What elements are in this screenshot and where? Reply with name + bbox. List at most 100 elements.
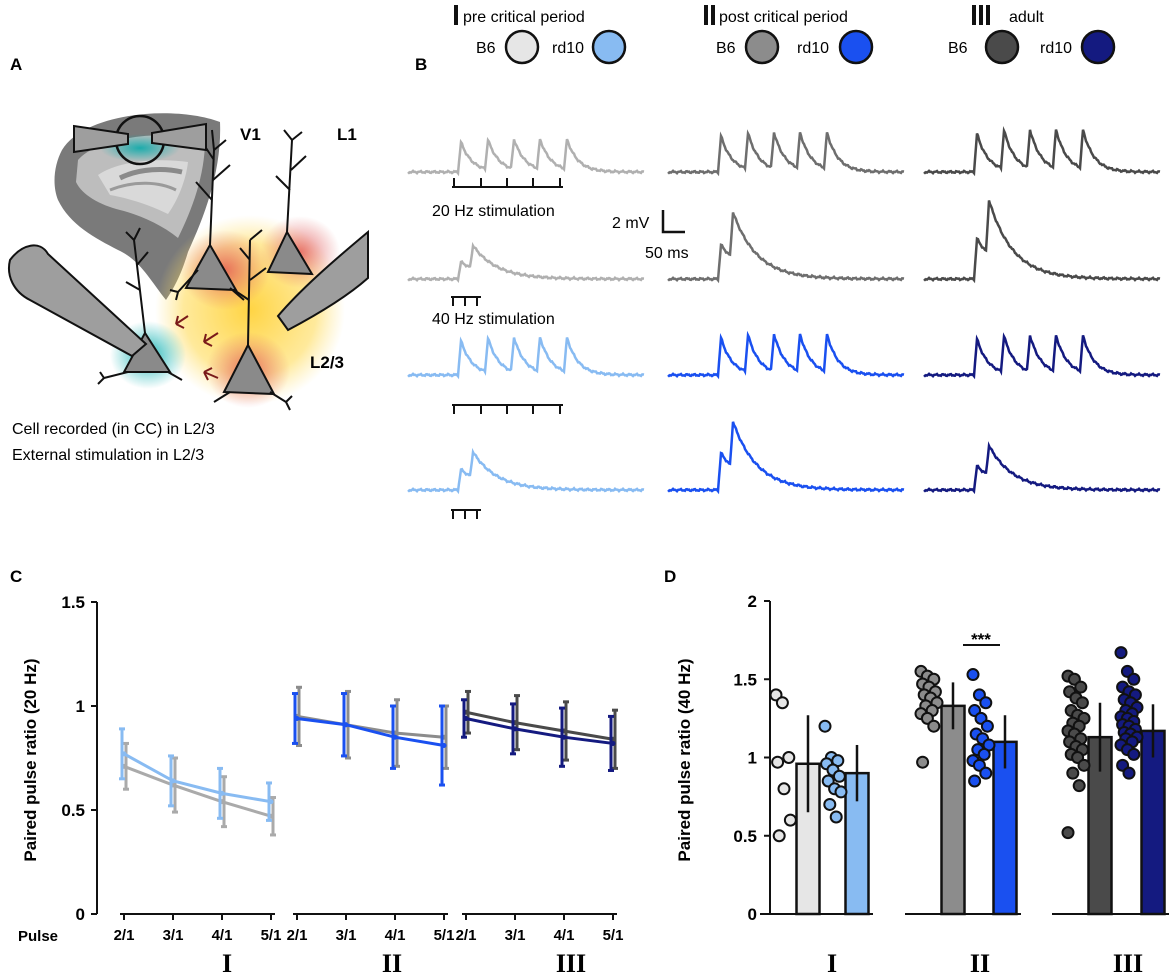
legend-numeral-bar <box>704 5 708 25</box>
data-point <box>1072 779 1086 793</box>
schematic: V1 L1 L2/3 Cell recorded (in CC) in L2/3… <box>8 113 369 464</box>
chart-c: 0 0.5 1 1.5 Paired pulse ratio (20 Hz) Puls… <box>18 593 623 976</box>
legend-rd10-swatch <box>591 29 627 65</box>
data-point <box>512 726 518 732</box>
data-point <box>1127 672 1141 686</box>
legend-b6-swatch <box>504 29 540 65</box>
x-tick-label: 2/1 <box>287 927 308 944</box>
data-point <box>1077 758 1091 772</box>
data-point <box>977 747 991 761</box>
arrow-icon <box>175 315 219 381</box>
electrode-icon <box>151 122 207 152</box>
data-point <box>979 766 993 780</box>
legend-group-1: pre critical period B6 rd10 <box>454 5 627 65</box>
data-point <box>782 751 796 764</box>
legend-group-label: pre critical period <box>463 9 585 26</box>
series-line <box>296 714 445 739</box>
series-line <box>123 764 272 818</box>
y-ticks: 0 0.5 1 1.5 <box>61 593 97 924</box>
y-tick-label: 0 <box>76 905 85 924</box>
data-point <box>1075 696 1089 710</box>
series-line <box>465 710 614 741</box>
trace-b6-20hz <box>407 136 645 177</box>
legend-rd10-label: rd10 <box>552 40 584 57</box>
legend: pre critical period B6 rd10 post critica… <box>454 5 1116 65</box>
legend-rd10-swatch <box>1080 29 1116 65</box>
data-point <box>610 740 616 746</box>
panel-label-d: D <box>664 567 676 586</box>
chart-d: 00.511.52 Paired pulse ratio (40 Hz) I II… <box>675 592 1169 976</box>
legend-group-label: adult <box>1009 9 1044 26</box>
legend-numeral-bar <box>454 5 458 25</box>
bar-group: III <box>1052 646 1169 976</box>
scale-ms-label: 50 ms <box>645 245 689 262</box>
stimulus-markers <box>451 178 563 519</box>
legend-b6-label: B6 <box>948 40 968 57</box>
trace-b6-40hz <box>923 200 1161 284</box>
bar-group: II <box>905 664 1021 976</box>
series-rd10 <box>119 727 274 822</box>
panel-label-a: A <box>10 55 22 74</box>
trace-rd10-20hz <box>407 334 645 380</box>
group-numeral: III <box>1113 949 1143 976</box>
y-tick-label: 1.5 <box>733 670 757 689</box>
series-b6 <box>294 685 449 770</box>
legend-numeral-bar <box>711 5 715 25</box>
trace-b6-20hz <box>667 129 905 177</box>
data-point <box>832 769 846 783</box>
series-b6 <box>463 689 618 770</box>
series-rd10 <box>292 692 447 787</box>
series-line <box>465 717 614 745</box>
data-point <box>121 751 127 757</box>
data-point <box>829 810 843 824</box>
data-point <box>783 813 797 827</box>
y-axis-label: Paired pulse ratio (20 Hz) <box>21 658 40 861</box>
x-tick-label: 4/1 <box>385 927 406 944</box>
series-line <box>123 752 272 804</box>
panel-label-b: B <box>415 55 427 74</box>
data-point <box>392 734 398 740</box>
data-point <box>170 778 176 784</box>
x-axis-group: 2/1 3/1 4/1 5/1 III <box>456 913 623 976</box>
series-rd10 <box>461 698 616 772</box>
data-point <box>980 719 994 733</box>
y-tick-label: 0.5 <box>61 801 85 820</box>
x-tick-label: 3/1 <box>163 927 184 944</box>
x-tick-label: 4/1 <box>554 927 575 944</box>
legend-numeral-bar <box>979 5 983 25</box>
data-point <box>772 829 786 843</box>
legend-group-label: post critical period <box>719 9 848 26</box>
data-point <box>1114 646 1128 660</box>
trace-rd10-40hz <box>923 441 1161 495</box>
plot-area: 2/1 3/1 4/1 5/1 I 2/1 3/1 4/1 5/1 II 2/1 3/1 4/1 5/1 I… <box>114 685 623 976</box>
x-axis-group: 2/1 3/1 4/1 5/1 I <box>114 913 282 976</box>
label-v1: V1 <box>240 125 261 144</box>
data-point <box>1127 747 1141 761</box>
data-point <box>968 774 982 788</box>
legend-b6-swatch <box>744 29 780 65</box>
group-numeral: II <box>382 949 402 976</box>
legend-b6-swatch <box>984 29 1020 65</box>
bar-group: I <box>760 688 873 976</box>
data-point <box>771 755 785 769</box>
bar-rd10 <box>1140 729 1166 916</box>
y-ticks: 0 0.5 1 1.5 2 <box>733 592 770 924</box>
label-l1: L1 <box>337 125 357 144</box>
x-tick-label: 2/1 <box>114 927 135 944</box>
y-tick-label: 0.5 <box>733 827 757 846</box>
legend-group-2: post critical period B6 rd10 <box>704 5 874 65</box>
data-point <box>1074 680 1088 694</box>
data-point <box>463 715 469 721</box>
group-numeral: II <box>970 949 990 976</box>
trace-rd10-40hz <box>667 421 905 495</box>
data-point <box>979 696 993 710</box>
data-point <box>1066 766 1080 780</box>
x-tick-label: 5/1 <box>261 927 282 944</box>
traces <box>407 125 1161 495</box>
data-point <box>927 719 941 733</box>
data-point <box>777 782 791 796</box>
x-tick-label: 3/1 <box>505 927 526 944</box>
x-tick-label: 4/1 <box>212 927 233 944</box>
data-point <box>823 797 837 811</box>
data-point <box>219 790 225 796</box>
